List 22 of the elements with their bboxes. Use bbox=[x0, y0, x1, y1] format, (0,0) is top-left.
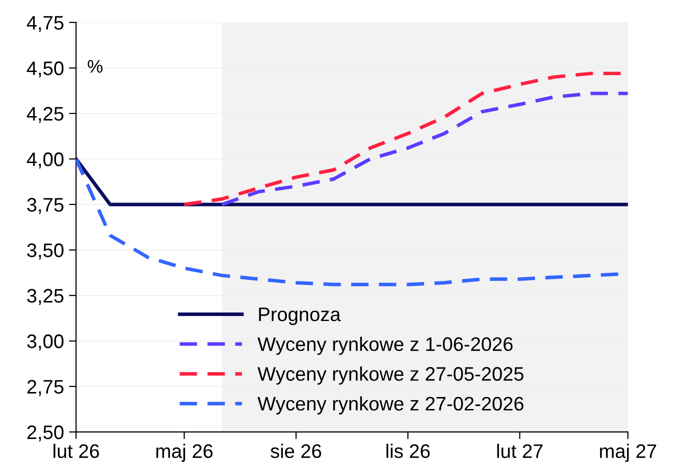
y-tick-label: 4,00 bbox=[26, 152, 64, 168]
legend-label: Wyceny rynkowe z 27-05-2025 bbox=[258, 366, 524, 385]
y-tick-label: 3,75 bbox=[27, 198, 64, 214]
y-tick-label: 4,25 bbox=[26, 106, 64, 123]
x-tick-label: lut 27 bbox=[497, 444, 543, 458]
y-tick-label: 4,50 bbox=[26, 61, 64, 78]
x-tick-label: maj 26 bbox=[156, 444, 213, 462]
y-tick-label: 2,75 bbox=[27, 380, 64, 396]
legend-label: Prognoza bbox=[259, 308, 341, 326]
annotation: % bbox=[88, 60, 102, 73]
x-tick-label: maj 27 bbox=[600, 444, 656, 462]
y-tick-label: 2,50 bbox=[27, 425, 64, 442]
x-tick-label: sie 26 bbox=[270, 444, 322, 458]
y-tick-label: 3,25 bbox=[27, 288, 64, 305]
legend-label: Wyceny rynkowe z 27-02-2026 bbox=[258, 396, 524, 414]
y-tick-label: 3,00 bbox=[27, 334, 64, 350]
y-tick-label: 3,50 bbox=[27, 243, 64, 260]
x-tick-label: lis 26 bbox=[386, 444, 430, 458]
y-tick-label: 4,75 bbox=[26, 16, 64, 32]
x-tick-label: lut 26 bbox=[54, 444, 99, 458]
legend-label: Wyceny rynkowe z 1-06-2026 bbox=[258, 336, 513, 355]
line-series bbox=[220, 92, 628, 206]
